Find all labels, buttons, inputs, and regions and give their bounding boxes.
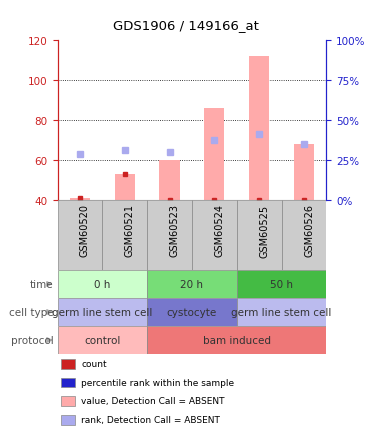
Bar: [102, 201, 147, 270]
Text: bam induced: bam induced: [203, 335, 271, 345]
Text: value, Detection Call = ABSENT: value, Detection Call = ABSENT: [81, 397, 225, 405]
Bar: [147, 270, 237, 298]
Bar: [237, 201, 282, 270]
Text: 50 h: 50 h: [270, 279, 293, 289]
Bar: [237, 270, 326, 298]
Bar: [294, 145, 314, 201]
Text: cell type: cell type: [9, 307, 54, 317]
Text: 20 h: 20 h: [181, 279, 203, 289]
Bar: [147, 201, 192, 270]
Text: GDS1906 / 149166_at: GDS1906 / 149166_at: [112, 19, 259, 32]
Text: GSM60520: GSM60520: [80, 204, 90, 257]
Bar: [147, 298, 237, 326]
Bar: [70, 198, 90, 201]
Text: GSM60523: GSM60523: [170, 204, 180, 257]
Text: protocol: protocol: [11, 335, 54, 345]
Bar: [61, 359, 75, 369]
Bar: [58, 326, 147, 354]
Text: GSM60521: GSM60521: [125, 204, 135, 257]
Text: cystocyte: cystocyte: [167, 307, 217, 317]
Bar: [115, 174, 135, 201]
Bar: [282, 201, 326, 270]
Text: control: control: [84, 335, 121, 345]
Text: 0 h: 0 h: [94, 279, 111, 289]
Bar: [160, 161, 180, 201]
Bar: [61, 378, 75, 388]
Text: rank, Detection Call = ABSENT: rank, Detection Call = ABSENT: [81, 415, 220, 424]
Bar: [61, 415, 75, 425]
Bar: [61, 397, 75, 406]
Text: time: time: [30, 279, 54, 289]
Bar: [58, 201, 102, 270]
Bar: [58, 298, 147, 326]
Text: GSM60526: GSM60526: [304, 204, 314, 257]
Text: germ line stem cell: germ line stem cell: [232, 307, 332, 317]
Bar: [192, 201, 237, 270]
Text: GSM60524: GSM60524: [214, 204, 224, 257]
Bar: [249, 57, 269, 201]
Text: GSM60525: GSM60525: [259, 204, 269, 257]
Text: percentile rank within the sample: percentile rank within the sample: [81, 378, 234, 387]
Bar: [147, 326, 326, 354]
Bar: [58, 270, 147, 298]
Text: count: count: [81, 359, 107, 368]
Bar: [237, 298, 326, 326]
Text: germ line stem cell: germ line stem cell: [52, 307, 152, 317]
Bar: [204, 109, 224, 201]
